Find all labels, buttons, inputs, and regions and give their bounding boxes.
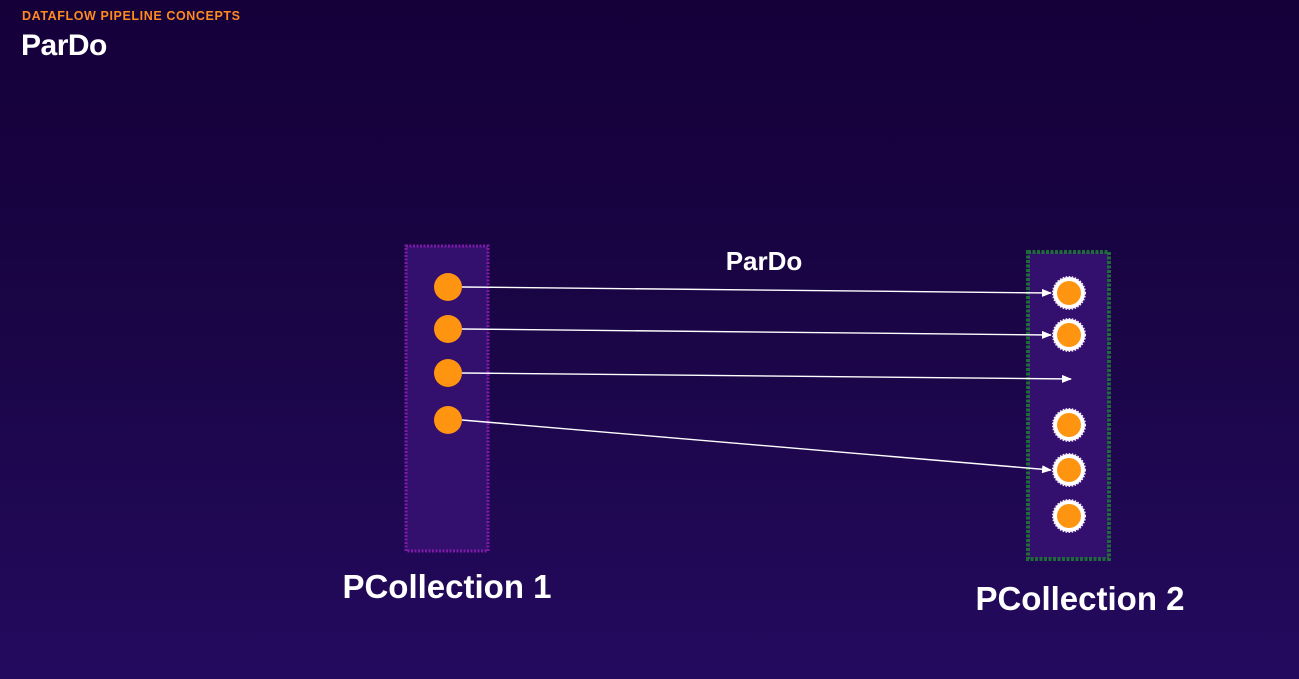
output-pcollection-label: PCollection 2	[975, 580, 1184, 617]
transform-label: ParDo	[726, 246, 803, 276]
output-element	[1052, 276, 1086, 310]
output-element	[1052, 453, 1086, 487]
mapping-arrow	[461, 328, 1052, 339]
input-element	[434, 315, 462, 343]
input-element	[434, 359, 462, 387]
output-element	[1052, 408, 1086, 442]
output-elements	[1052, 276, 1086, 533]
mapping-arrow	[461, 419, 1052, 474]
input-element	[434, 273, 462, 301]
input-element	[434, 406, 462, 434]
input-elements	[434, 273, 462, 434]
output-element	[1052, 318, 1086, 352]
input-pcollection-label: PCollection 1	[342, 568, 551, 605]
mapping-arrow	[461, 372, 1072, 383]
mapping-arrow	[461, 286, 1052, 297]
mapping-arrows	[461, 286, 1072, 474]
section-eyebrow: DATAFLOW PIPELINE CONCEPTS	[22, 9, 241, 23]
page-title: ParDo	[21, 29, 107, 62]
output-element	[1052, 499, 1086, 533]
